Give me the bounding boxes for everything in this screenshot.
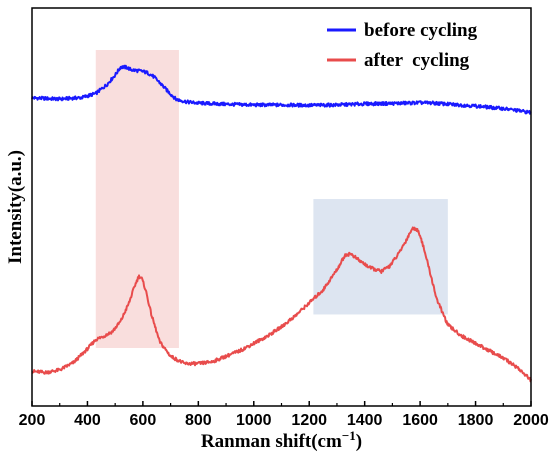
x-axis-title: Ranman shift(cm−1) xyxy=(201,428,362,452)
series-line-1 xyxy=(31,64,532,115)
x-tick-label: 200 xyxy=(19,412,46,429)
highlight-region-1 xyxy=(95,50,179,348)
legend: before cycling after cycling xyxy=(327,20,478,71)
x-tick-label: 2000 xyxy=(513,412,549,429)
x-tick-label: 1000 xyxy=(236,412,272,429)
legend-label-1: before cycling xyxy=(364,20,478,41)
highlight-region-2 xyxy=(313,199,448,315)
x-tick-label: 1800 xyxy=(458,412,494,429)
x-axis-ticks: 200 400 600 800 1000 1200 1400 1600 1800 2000 xyxy=(19,401,549,429)
x-tick-label: 600 xyxy=(130,412,157,429)
x-tick-label: 1200 xyxy=(291,412,327,429)
x-tick-label: 1400 xyxy=(347,412,383,429)
y-axis-title: Intensity(a.u.) xyxy=(5,150,26,264)
plot-lines xyxy=(31,64,532,383)
x-tick-label: 800 xyxy=(185,412,212,429)
series-line-2 xyxy=(31,226,532,383)
x-tick-label: 400 xyxy=(74,412,101,429)
x-tick-label: 1600 xyxy=(402,412,438,429)
legend-label-2: after cycling xyxy=(364,50,470,71)
